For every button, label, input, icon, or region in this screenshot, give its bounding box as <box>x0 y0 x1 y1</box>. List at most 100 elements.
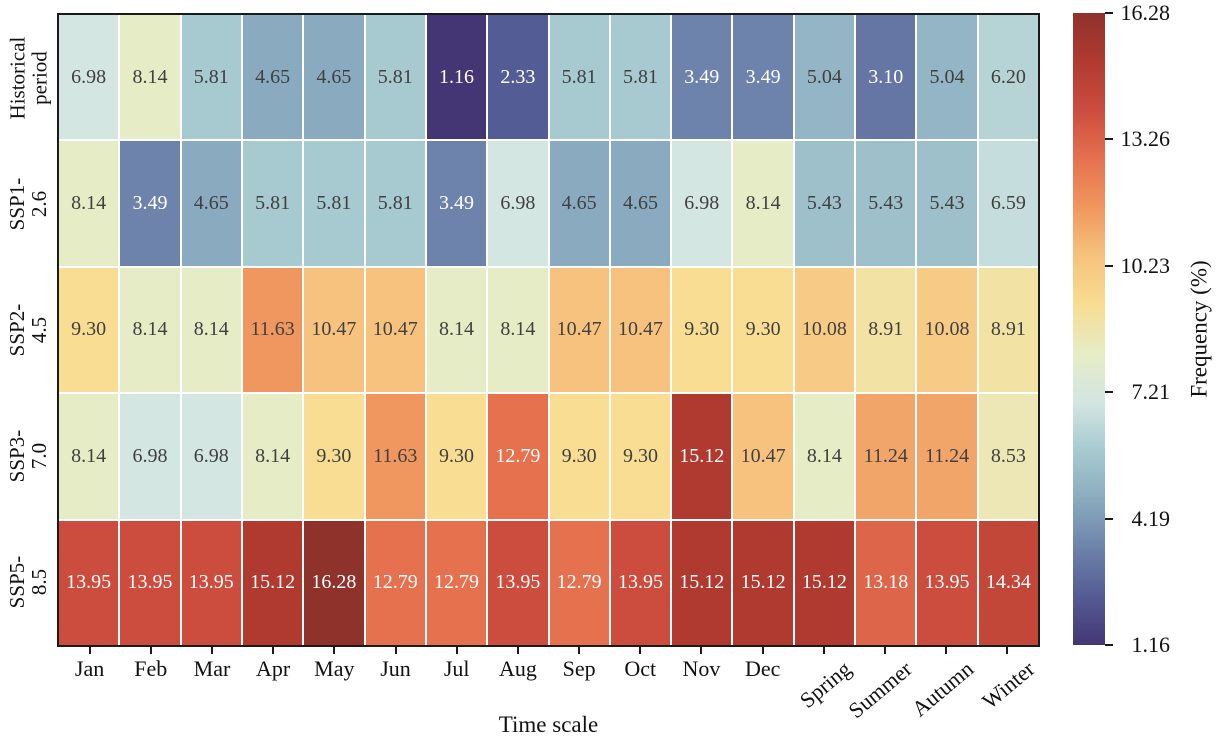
heatmap-cell-r0c8: 5.81 <box>549 15 609 140</box>
heatmap-cell-r2c11: 9.30 <box>733 267 793 393</box>
x-tick-label-aug: Aug <box>498 656 537 681</box>
heatmap-cell-r0c2: 5.81 <box>181 15 241 140</box>
heatmap-cell-r3c15: 8.53 <box>978 394 1038 519</box>
heatmap-cell-r3c14: 11.24 <box>917 394 977 519</box>
heatmap-cell-r4c6: 12.79 <box>426 520 487 645</box>
x-tick-spring <box>822 647 825 654</box>
heatmap-cell-r4c11: 15.12 <box>733 520 793 645</box>
x-tick-mar <box>210 647 213 654</box>
heatmap-cell-r0c4: 4.65 <box>304 15 364 140</box>
x-tick-autumn <box>945 647 948 654</box>
heatmap-cell-r4c2: 13.95 <box>181 520 241 645</box>
heatmap-cell-r3c6: 9.30 <box>426 394 487 519</box>
heatmap-cell-r2c4: 10.47 <box>304 267 364 393</box>
heatmap-cell-r0c3: 4.65 <box>242 15 303 140</box>
heatmap-cell-r4c12: 15.12 <box>794 520 855 645</box>
x-tick-summer <box>884 647 887 654</box>
heatmap-cell-r2c5: 10.47 <box>365 267 425 393</box>
heatmap-cell-r4c4: 16.28 <box>304 520 364 645</box>
colorbar-tick-4 <box>1105 517 1113 520</box>
heatmap-cell-r4c7: 13.95 <box>488 520 548 645</box>
plot-frame: 6.98 8.14 5.81 4.65 4.65 5.81 1.16 2.33 5.81 5.81… <box>57 13 1040 647</box>
yaxis-label-wrap-2: SSP2-4.5 <box>0 267 56 393</box>
colorbar-tick-2 <box>1105 264 1113 267</box>
x-tick-label-feb: Feb <box>134 656 168 681</box>
heatmap-cell-r0c9: 5.81 <box>610 15 671 140</box>
yaxis-label-ssp2-4-5: SSP2-4.5 <box>4 303 51 357</box>
x-tick-label-mar: Mar <box>193 656 231 681</box>
yaxis-label-wrap-1: SSP1-2.6 <box>0 141 56 267</box>
yaxis-label-ssp1-2-6: SSP1-2.6 <box>4 177 51 231</box>
heatmap-cell-r2c3: 11.63 <box>242 267 303 393</box>
x-tick-aug <box>516 647 519 654</box>
heatmap-cell-r1c14: 5.43 <box>917 141 977 266</box>
heatmap-cell-r2c15: 8.91 <box>978 267 1038 393</box>
heatmap-cell-r3c10: 15.12 <box>672 394 732 519</box>
heatmap-cell-r4c1: 13.95 <box>120 520 180 645</box>
yaxis-label-wrap-0: Historical period <box>0 15 56 141</box>
x-tick-label-nov: Nov <box>682 656 721 681</box>
heatmap-cell-r0c1: 8.14 <box>120 15 180 140</box>
heatmap-cell-r1c8: 4.65 <box>549 141 609 266</box>
heatmap-cell-r1c5: 5.81 <box>365 141 425 266</box>
x-tick-label-jan: Jan <box>74 656 105 681</box>
heatmap-cell-r1c9: 4.65 <box>610 141 671 266</box>
yaxis-label-historical-period: Historical period <box>4 36 51 120</box>
x-tick-nov <box>700 647 703 654</box>
heatmap-cell-r2c0: 9.30 <box>59 267 119 393</box>
heatmap-cell-r4c15: 14.34 <box>978 520 1038 645</box>
heatmap-cell-r1c13: 5.43 <box>856 141 916 266</box>
x-tick-jun <box>394 647 397 654</box>
heatmap-cell-r4c9: 13.95 <box>610 520 671 645</box>
heatmap-cell-r2c6: 8.14 <box>426 267 487 393</box>
heatmap-cell-r1c10: 6.98 <box>672 141 732 266</box>
heatmap-cell-r1c4: 5.81 <box>304 141 364 266</box>
heatmap-cell-r4c3: 15.12 <box>242 520 303 645</box>
heatmap-cell-r1c6: 3.49 <box>426 141 487 266</box>
colorbar-tick-label-1: 13.26 <box>1120 126 1171 152</box>
colorbar-tick-label-2: 10.23 <box>1120 252 1171 278</box>
heatmap-cell-r3c11: 10.47 <box>733 394 793 519</box>
heatmap-cell-r4c13: 13.18 <box>856 520 916 645</box>
x-tick-label-apr: Apr <box>256 656 291 681</box>
heatmap-cell-r2c13: 8.91 <box>856 267 916 393</box>
heatmap-cell-r1c0: 8.14 <box>59 141 119 266</box>
heatmap-cell-r2c10: 9.30 <box>672 267 732 393</box>
colorbar-tick-1 <box>1105 138 1113 141</box>
heatmap-cell-r3c9: 9.30 <box>610 394 671 519</box>
heatmap-cell-r3c13: 11.24 <box>856 394 916 519</box>
yaxis-label-wrap-3: SSP3-7.0 <box>0 393 56 519</box>
heatmap-cell-r4c8: 12.79 <box>549 520 609 645</box>
heatmap-cell-r1c7: 6.98 <box>488 141 548 266</box>
heatmap-cell-r0c5: 5.81 <box>365 15 425 140</box>
x-tick-feb <box>149 647 152 654</box>
colorbar-tick-5 <box>1105 644 1113 646</box>
heatmap-cell-r3c5: 11.63 <box>365 394 425 519</box>
x-tick-label-jun: Jun <box>380 656 411 681</box>
yaxis-label-wrap-4: SSP5-8.5 <box>0 519 56 645</box>
heatmap-cell-r3c2: 6.98 <box>181 394 241 519</box>
heatmap-cell-r1c1: 3.49 <box>120 141 180 266</box>
heatmap-cell-r2c8: 10.47 <box>549 267 609 393</box>
heatmap-cell-r0c11: 3.49 <box>733 15 793 140</box>
heatmap-cell-r1c11: 8.14 <box>733 141 793 266</box>
heatmap-cell-r0c0: 6.98 <box>59 15 119 140</box>
x-tick-may <box>333 647 336 654</box>
heatmap-cell-r2c12: 10.08 <box>794 267 855 393</box>
heatmap-cell-r0c13: 3.10 <box>856 15 916 140</box>
x-tick-label-may: May <box>314 656 355 681</box>
heatmap-cell-r2c9: 10.47 <box>610 267 671 393</box>
heatmap-cell-r1c2: 4.65 <box>181 141 241 266</box>
heatmap-cell-r4c14: 13.95 <box>917 520 977 645</box>
heatmap-cell-r0c12: 5.04 <box>794 15 855 140</box>
x-tick-oct <box>639 647 642 654</box>
yaxis-label-ssp3-7-0: SSP3-7.0 <box>4 429 51 483</box>
heatmap-cell-r3c0: 8.14 <box>59 394 119 519</box>
colorbar-title-wrap: Frequency (%) <box>1182 13 1218 645</box>
colorbar-tick-label-5: 1.16 <box>1131 632 1171 657</box>
heatmap-grid: 6.98 8.14 5.81 4.65 4.65 5.81 1.16 2.33 5.81 5.81… <box>59 15 1038 645</box>
heatmap-cell-r3c7: 12.79 <box>488 394 548 519</box>
colorbar-tick-label-4: 4.19 <box>1131 505 1171 531</box>
x-tick-jan <box>88 647 91 654</box>
